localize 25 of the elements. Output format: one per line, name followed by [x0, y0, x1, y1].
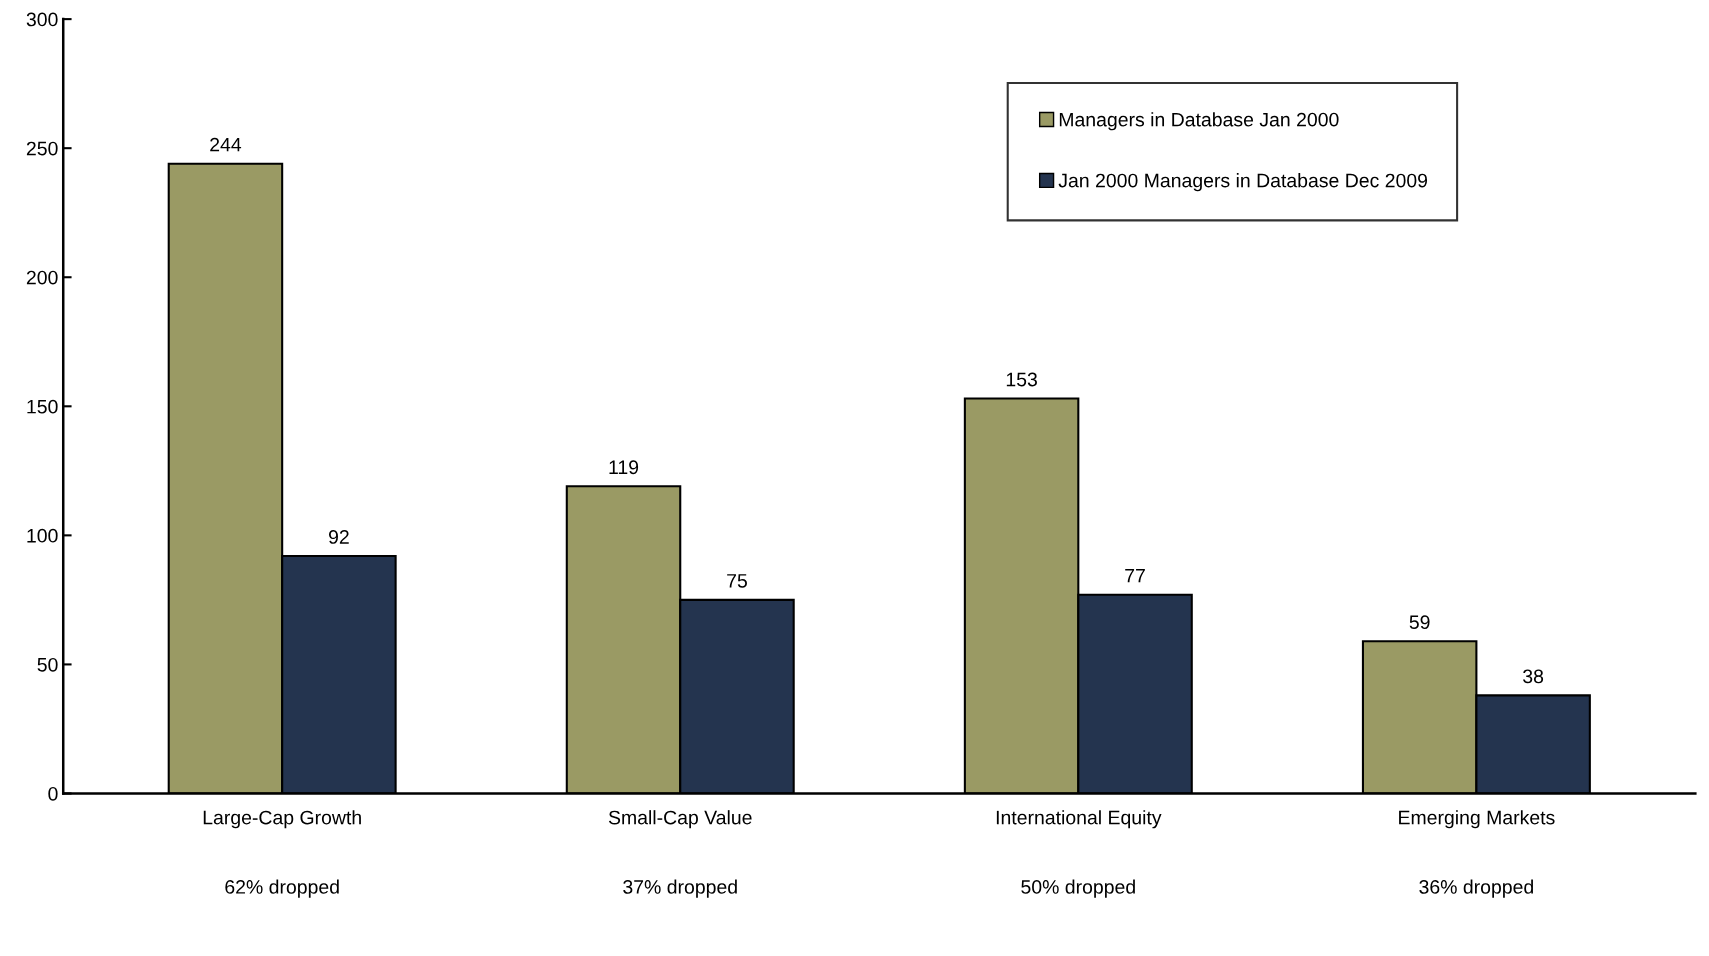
data-label: 38	[1523, 669, 1544, 684]
data-label: 92	[329, 530, 349, 544]
data-label: 75	[727, 574, 747, 588]
x-tick-label: Emerging Markets	[1399, 810, 1555, 829]
x-tick-label: International Equity	[996, 810, 1162, 829]
text: 62% dropped	[225, 879, 339, 898]
x-tick-label: Small-Cap Value	[608, 810, 752, 829]
y-tick-label: 200	[26, 270, 58, 285]
data-label: 119	[609, 460, 639, 475]
text: 50% dropped	[1021, 879, 1135, 898]
y-tick-label: 50	[37, 657, 58, 672]
y-tick-label: 250	[26, 141, 58, 156]
legend-label: Managers in Database Jan 2000	[1059, 112, 1339, 131]
y-tick-label: 0	[48, 786, 58, 801]
text: 36% dropped	[1419, 879, 1533, 898]
y-tick-label: 300	[26, 12, 58, 27]
text: 37% dropped	[623, 879, 737, 898]
data-label: 153	[1006, 372, 1037, 387]
data-label: 59	[1409, 615, 1430, 630]
y-tick-label: 150	[27, 399, 58, 414]
data-label: 77	[1125, 568, 1145, 583]
x-tick-label: Large-Cap Growth	[203, 810, 361, 829]
data-label: 244	[210, 137, 242, 152]
y-tick-label: 100	[27, 528, 58, 543]
legend-label: Jan 2000 Managers in Database Dec 2009	[1058, 173, 1428, 192]
